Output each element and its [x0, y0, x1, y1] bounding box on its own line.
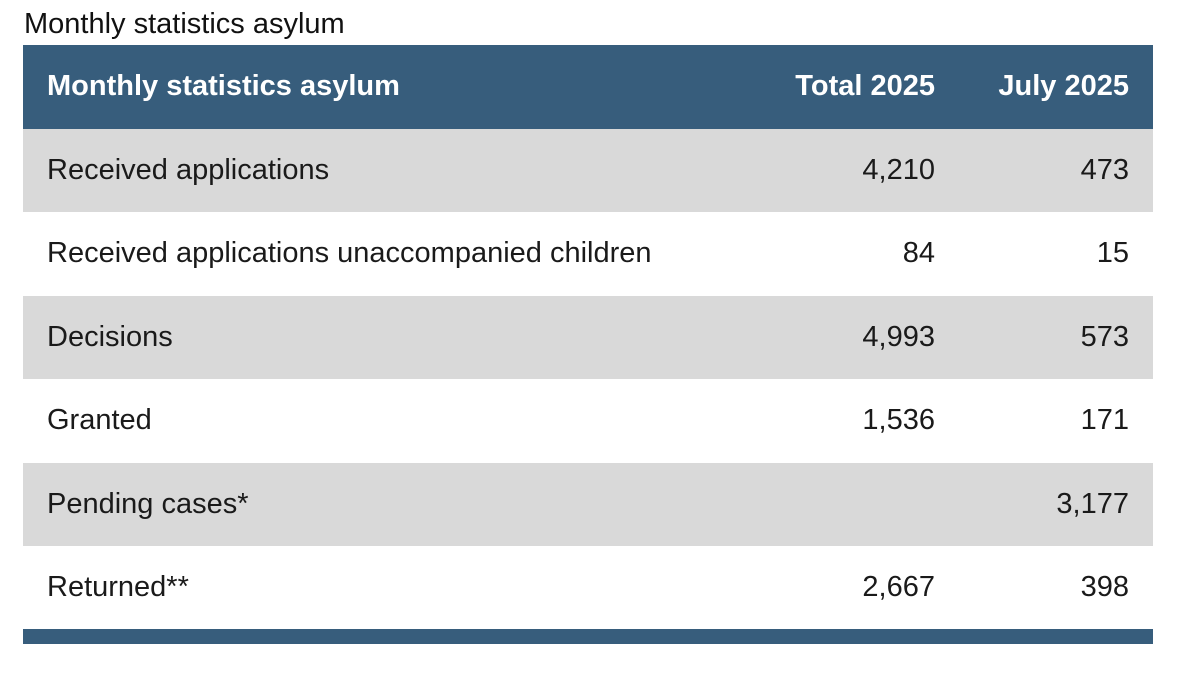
row-month: 171: [935, 379, 1153, 463]
row-total: 1,536: [753, 379, 935, 463]
row-total: 4,993: [753, 295, 935, 379]
table-row-returned: Returned** 2,667 398: [23, 546, 1153, 630]
row-label: Pending cases*: [23, 462, 753, 546]
table-header-row: Monthly statistics asylum Total 2025 Jul…: [23, 45, 1153, 129]
row-total: 2,667: [753, 546, 935, 630]
row-total: 84: [753, 212, 935, 296]
header-july-2025: July 2025: [935, 45, 1153, 129]
table-row-pending-cases: Pending cases* 3,177: [23, 462, 1153, 546]
row-month: 398: [935, 546, 1153, 630]
asylum-statistics-table: Monthly statistics asylum Total 2025 Jul…: [23, 45, 1153, 630]
row-label: Decisions: [23, 295, 753, 379]
row-label: Granted: [23, 379, 753, 463]
row-month: 473: [935, 128, 1153, 212]
table-caption: Monthly statistics asylum: [24, 8, 345, 40]
table-row-unaccompanied-children: Received applications unaccompanied chil…: [23, 212, 1153, 296]
row-total: [753, 462, 935, 546]
row-month: 573: [935, 295, 1153, 379]
row-month: 15: [935, 212, 1153, 296]
row-label: Received applications: [23, 128, 753, 212]
table-row-received-applications: Received applications 4,210 473: [23, 128, 1153, 212]
row-label: Returned**: [23, 546, 753, 630]
header-label: Monthly statistics asylum: [23, 45, 753, 129]
table-row-decisions: Decisions 4,993 573: [23, 295, 1153, 379]
row-month: 3,177: [935, 462, 1153, 546]
row-label: Received applications unaccompanied chil…: [23, 212, 753, 296]
header-total-2025: Total 2025: [753, 45, 935, 129]
table-row-granted: Granted 1,536 171: [23, 379, 1153, 463]
row-total: 4,210: [753, 128, 935, 212]
table-footer-bar: [23, 629, 1153, 644]
